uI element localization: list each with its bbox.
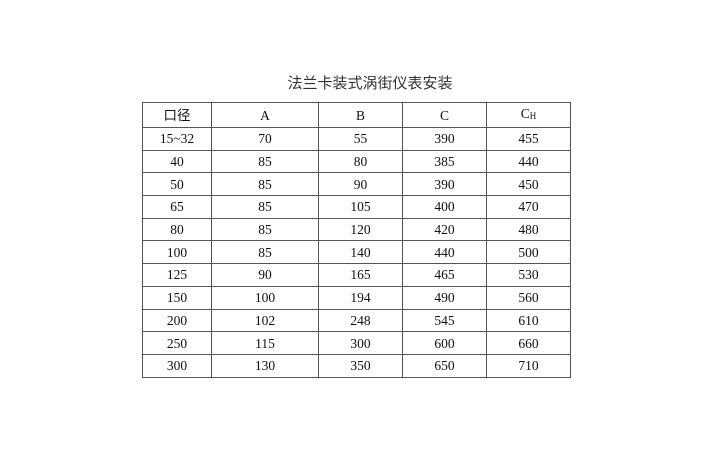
table-cell: 490: [402, 285, 487, 310]
header-cell: A: [211, 102, 319, 128]
document-title: 法兰卡装式涡街仪表安装: [287, 76, 453, 92]
table-cell: 385: [402, 149, 487, 174]
table-cell: 200: [142, 308, 212, 333]
table-cell: 300: [318, 331, 403, 355]
table-cell: 465: [402, 263, 487, 287]
table-cell: 530: [486, 263, 571, 287]
table-cell: 100: [142, 240, 212, 265]
table-cell: 650: [402, 353, 487, 378]
table-row: 150 100 194 490 560: [142, 285, 571, 310]
table-cell: 90: [211, 263, 319, 287]
table-cell: 140: [318, 240, 403, 265]
dimension-table: 口径 A B C CH 15~32 70 55 390 455 40 85 80 385 440 5…: [142, 102, 571, 378]
table-cell: 85: [211, 195, 319, 219]
table-cell: 55: [318, 127, 403, 151]
table-cell: 610: [486, 308, 571, 333]
table-row: 50 85 90 390 450: [142, 172, 571, 197]
header-row: 口径 A B C CH: [142, 102, 571, 128]
table-cell: 80: [142, 217, 212, 242]
table-row: 300 130 350 650 710: [142, 353, 571, 378]
table-cell: 250: [142, 331, 212, 355]
table-cell: 15~32: [142, 127, 212, 151]
table-cell: 400: [402, 195, 487, 219]
table-cell: 450: [486, 172, 571, 197]
table-cell: 85: [211, 149, 319, 174]
table-row: 40 85 80 385 440: [142, 149, 571, 174]
table-cell: 470: [486, 195, 571, 219]
table-cell: 600: [402, 331, 487, 355]
table-cell: 80: [318, 149, 403, 174]
table-row: 250 115 300 600 660: [142, 331, 571, 355]
table-cell: 150: [142, 285, 212, 310]
table-cell: 480: [486, 217, 571, 242]
table-cell: 420: [402, 217, 487, 242]
table-cell: 130: [211, 353, 319, 378]
table-cell: 90: [318, 172, 403, 197]
table-cell: 165: [318, 263, 403, 287]
table-cell: 65: [142, 195, 212, 219]
header-ch-main: C: [520, 106, 530, 121]
table-cell: 440: [402, 240, 487, 265]
table-cell: 560: [486, 285, 571, 310]
table-cell: 390: [402, 172, 487, 197]
table-cell: 440: [486, 149, 571, 174]
table-cell: 660: [486, 331, 571, 355]
table-cell: 70: [211, 127, 319, 151]
table-cell: 710: [486, 353, 571, 378]
table-cell: 455: [486, 127, 571, 151]
header-ch-sub: H: [529, 111, 537, 121]
table-cell: 102: [211, 308, 319, 333]
table-row: 200 102 248 545 610: [142, 308, 571, 333]
table-cell: 248: [318, 308, 403, 333]
table-cell: 100: [211, 285, 319, 310]
table-cell: 40: [142, 149, 212, 174]
table-row: 80 85 120 420 480: [142, 217, 571, 242]
table-row: 100 85 140 440 500: [142, 240, 571, 265]
header-cell: CH: [486, 102, 571, 128]
table-row: 65 85 105 400 470: [142, 195, 571, 219]
table-cell: 105: [318, 195, 403, 219]
table-cell: 85: [211, 217, 319, 242]
table-cell: 125: [142, 263, 212, 287]
table-cell: 545: [402, 308, 487, 333]
header-cell: C: [402, 102, 487, 128]
table-cell: 120: [318, 217, 403, 242]
table-cell: 85: [211, 172, 319, 197]
table-cell: 50: [142, 172, 212, 197]
table-cell: 194: [318, 285, 403, 310]
table-row: 15~32 70 55 390 455: [142, 127, 571, 151]
table-cell: 500: [486, 240, 571, 265]
table-cell: 350: [318, 353, 403, 378]
table-row: 125 90 165 465 530: [142, 263, 571, 287]
header-cell: 口径: [142, 102, 212, 128]
table-cell: 85: [211, 240, 319, 265]
table-cell: 115: [211, 331, 319, 355]
header-cell: B: [318, 102, 403, 128]
table-cell: 300: [142, 353, 212, 378]
table-cell: 390: [402, 127, 487, 151]
